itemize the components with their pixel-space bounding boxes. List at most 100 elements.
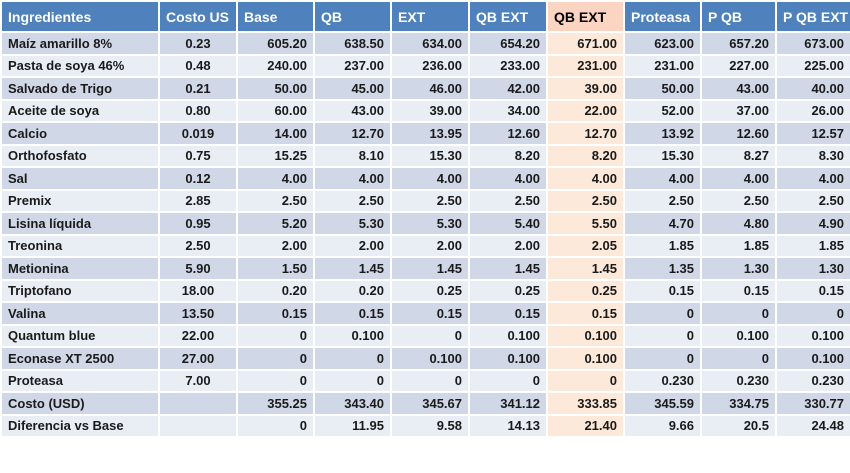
table-row: Costo (USD) 355.25 343.40 345.67 341.12 333.8… (0, 391, 850, 416)
ingredient-name-cell: Econase XT 2500 (0, 346, 160, 371)
value-cell: 634.00 (390, 31, 470, 56)
value-cell: 1.85 (775, 233, 850, 258)
value-cell: 671.00 (546, 31, 625, 56)
value-cell: 52.00 (623, 98, 702, 123)
value-cell: 4.00 (700, 166, 777, 191)
value-cell: 0 (236, 368, 315, 393)
value-cell: 2.00 (236, 233, 315, 258)
ingredient-name-cell: Premix (0, 188, 160, 213)
value-cell: 237.00 (313, 53, 392, 78)
value-cell: 638.50 (313, 31, 392, 56)
value-cell: 0.15 (313, 301, 392, 326)
column-header: P QB (700, 0, 777, 33)
value-cell: 0.230 (623, 368, 702, 393)
value-cell: 0.15 (700, 278, 777, 303)
value-cell: 15.30 (623, 143, 702, 168)
table-row: Calcio 0.019 14.00 12.70 13.95 12.60 12.70 13.9… (0, 121, 850, 146)
value-cell: 5.30 (390, 211, 470, 236)
value-cell: 2.50 (236, 188, 315, 213)
value-cell: 657.20 (700, 31, 777, 56)
value-cell: 227.00 (700, 53, 777, 78)
value-cell: 2.00 (468, 233, 548, 258)
table-row: Premix 2.85 2.50 2.50 2.50 2.50 2.50 2.50 2.50 2.… (0, 188, 850, 213)
value-cell: 0.100 (775, 323, 850, 348)
value-cell: 4.00 (313, 166, 392, 191)
value-cell: 345.59 (623, 391, 702, 416)
value-cell: 12.57 (775, 121, 850, 146)
value-cell: 225.00 (775, 53, 850, 78)
value-cell: 0.100 (700, 323, 777, 348)
value-cell: 8.30 (775, 143, 850, 168)
value-cell: 24.48 (775, 413, 850, 438)
value-cell: 0.15 (468, 301, 548, 326)
value-cell: 4.00 (468, 166, 548, 191)
ingredient-name-cell: Treonina (0, 233, 160, 258)
value-cell: 4.00 (390, 166, 470, 191)
value-cell: 236.00 (390, 53, 470, 78)
ingredient-name-cell: Salvado de Trigo (0, 76, 160, 101)
table-row: Lisina líquida 0.95 5.20 5.30 5.30 5.40 5.50 4.… (0, 211, 850, 236)
value-cell: 0 (313, 346, 392, 371)
column-header: Ingredientes (0, 0, 160, 33)
value-cell: 0 (775, 301, 850, 326)
unit-cost-cell: 0.75 (158, 143, 238, 168)
value-cell: 240.00 (236, 53, 315, 78)
value-cell: 43.00 (700, 76, 777, 101)
ingredient-name-cell: Quantum blue (0, 323, 160, 348)
value-cell: 0 (236, 346, 315, 371)
value-cell: 5.20 (236, 211, 315, 236)
value-cell: 37.00 (700, 98, 777, 123)
value-cell: 0.100 (390, 346, 470, 371)
value-cell: 12.60 (468, 121, 548, 146)
value-cell: 14.00 (236, 121, 315, 146)
table-row: Triptofano 18.00 0.20 0.20 0.25 0.25 0.25 0.15 0… (0, 278, 850, 303)
value-cell: 330.77 (775, 391, 850, 416)
value-cell: 1.35 (623, 256, 702, 281)
value-cell: 0 (236, 413, 315, 438)
value-cell: 2.50 (546, 188, 625, 213)
value-cell: 5.50 (546, 211, 625, 236)
value-cell: 4.00 (623, 166, 702, 191)
value-cell: 0.25 (546, 278, 625, 303)
ingredient-name-cell: Lisina líquida (0, 211, 160, 236)
table-row: Proteasa 7.00 0 0 0 0 0 0.230 0.230 0.230 (0, 368, 850, 393)
column-header: QB EXT (468, 0, 548, 33)
unit-cost-cell: 18.00 (158, 278, 238, 303)
value-cell: 0 (468, 368, 548, 393)
value-cell: 5.30 (313, 211, 392, 236)
value-cell: 0 (623, 346, 702, 371)
unit-cost-cell: 0.21 (158, 76, 238, 101)
value-cell: 1.45 (546, 256, 625, 281)
value-cell: 4.80 (700, 211, 777, 236)
value-cell: 0.15 (546, 301, 625, 326)
value-cell: 2.50 (313, 188, 392, 213)
value-cell: 2.50 (775, 188, 850, 213)
value-cell: 12.60 (700, 121, 777, 146)
table-row: Treonina 2.50 2.00 2.00 2.00 2.00 2.05 1.85 1.85… (0, 233, 850, 258)
value-cell: 0 (700, 301, 777, 326)
value-cell: 0.100 (468, 323, 548, 348)
value-cell: 2.50 (468, 188, 548, 213)
value-cell: 8.20 (468, 143, 548, 168)
unit-cost-cell: 0.23 (158, 31, 238, 56)
value-cell: 334.75 (700, 391, 777, 416)
table-row: Quantum blue 22.00 0 0.100 0 0.100 0.100 0 0.100… (0, 323, 850, 348)
value-cell: 15.25 (236, 143, 315, 168)
unit-cost-cell (158, 391, 238, 416)
value-cell: 0.100 (468, 346, 548, 371)
value-cell: 1.45 (313, 256, 392, 281)
ingredient-name-cell: Costo (USD) (0, 391, 160, 416)
value-cell: 21.40 (546, 413, 625, 438)
value-cell: 50.00 (236, 76, 315, 101)
value-cell: 9.58 (390, 413, 470, 438)
value-cell: 2.50 (623, 188, 702, 213)
value-cell: 0.100 (775, 346, 850, 371)
value-cell: 4.00 (236, 166, 315, 191)
value-cell: 13.95 (390, 121, 470, 146)
unit-cost-cell: 0.80 (158, 98, 238, 123)
value-cell: 0 (623, 301, 702, 326)
ingredient-name-cell: Triptofano (0, 278, 160, 303)
value-cell: 623.00 (623, 31, 702, 56)
ingredient-name-cell: Aceite de soya (0, 98, 160, 123)
unit-cost-cell (158, 413, 238, 438)
